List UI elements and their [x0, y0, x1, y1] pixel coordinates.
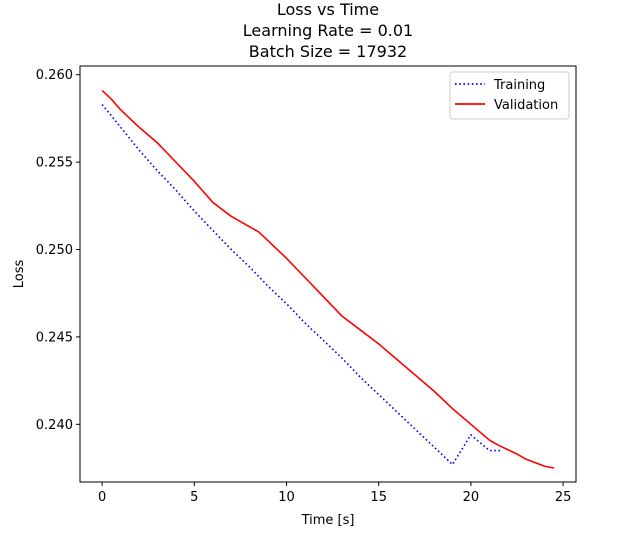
- x-tick-label: 25: [555, 490, 572, 505]
- y-tick-label: 0.255: [36, 156, 73, 171]
- x-axis-ticks: 0 5 10 15 20 25: [98, 482, 571, 505]
- y-tick-label: 0.260: [36, 68, 73, 83]
- chart-title-line-2: Learning Rate = 0.01: [243, 21, 413, 40]
- chart-title-line-3: Batch Size = 17932: [249, 42, 407, 61]
- y-axis-ticks: 0.240 0.245 0.250 0.255 0.260: [36, 68, 80, 433]
- y-tick-label: 0.245: [36, 330, 73, 345]
- x-axis-label: Time [s]: [301, 513, 355, 528]
- series-layer: [101, 89, 555, 469]
- y-tick-label: 0.240: [36, 418, 73, 433]
- x-tick-label: 15: [370, 490, 387, 505]
- plot-area: [79, 65, 577, 483]
- legend-box: [449, 71, 570, 120]
- x-tick-label: 5: [190, 490, 198, 505]
- x-tick-label: 20: [463, 490, 480, 505]
- y-axis-label: Loss: [12, 260, 27, 289]
- series-line-training: [101, 103, 501, 466]
- series-line-validation: [101, 89, 555, 469]
- legend-label-training: Training: [493, 78, 545, 93]
- chart-title-line-1: Loss vs Time: [277, 0, 379, 19]
- x-tick-label: 0: [98, 490, 106, 505]
- x-tick-label: 10: [278, 490, 295, 505]
- chart-title: Loss vs Time Learning Rate = 0.01 Batch …: [243, 0, 413, 61]
- legend: Training Validation: [449, 71, 570, 120]
- y-tick-label: 0.250: [36, 243, 73, 258]
- legend-label-validation: Validation: [494, 98, 558, 113]
